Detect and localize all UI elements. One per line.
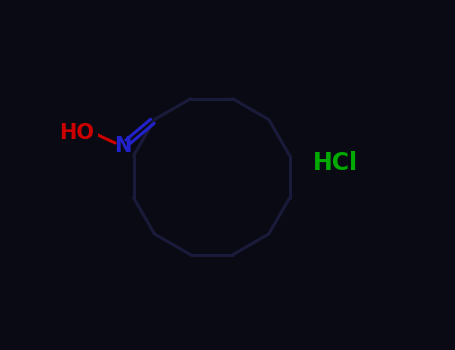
Text: N: N [114, 136, 131, 156]
Text: HCl: HCl [313, 151, 358, 175]
Text: HO: HO [59, 123, 94, 144]
